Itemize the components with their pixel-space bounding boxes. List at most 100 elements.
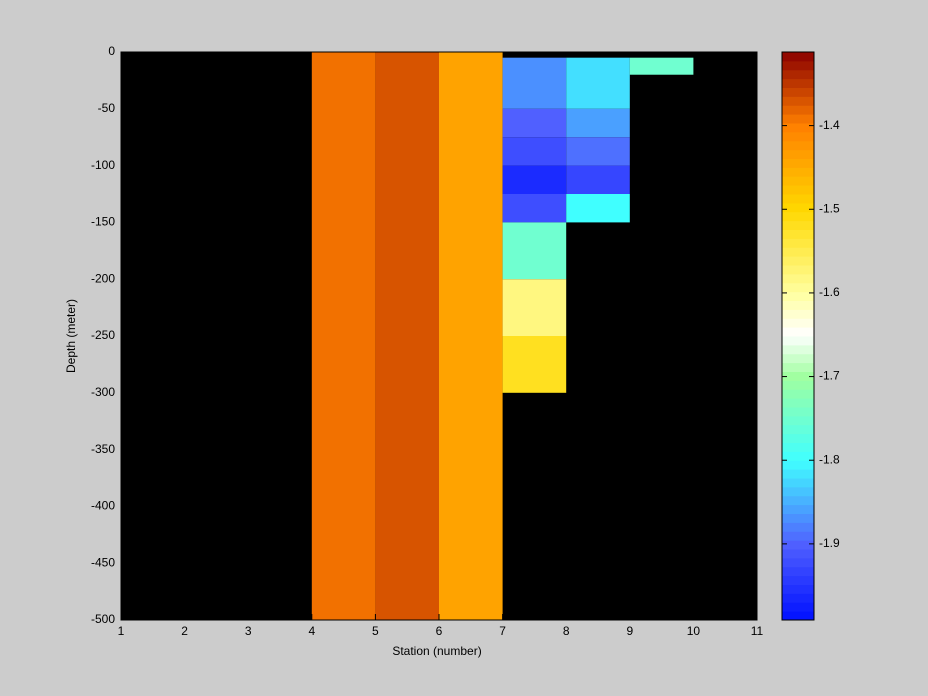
x-tick-label: 7 [499, 624, 506, 638]
colorbar-swatch [782, 176, 814, 186]
colorbar-swatch [782, 451, 814, 461]
colorbar-tick-label: -1.7 [819, 369, 840, 383]
heatmap-cell [566, 165, 630, 194]
colorbar-swatch [782, 540, 814, 550]
colorbar-swatch [782, 407, 814, 417]
y-tick-label: -250 [91, 328, 115, 342]
colorbar-swatch [782, 238, 814, 248]
colorbar-swatch [782, 362, 814, 372]
y-tick-label: -400 [91, 499, 115, 513]
colorbar-swatch [782, 424, 814, 435]
colorbar-swatch [782, 194, 814, 204]
colorbar-swatch [782, 531, 814, 541]
colorbar-tick-label: -1.8 [819, 452, 840, 466]
colorbar-tick-label: -1.9 [819, 536, 840, 550]
colorbar-swatch [782, 495, 814, 506]
colorbar-swatch [782, 336, 814, 346]
colorbar-swatch [782, 247, 814, 257]
colorbar-swatch [782, 220, 814, 230]
colorbar-swatch [782, 158, 814, 168]
heatmap-cell [629, 57, 694, 75]
heatmap-cell [502, 279, 567, 336]
colorbar-swatch [782, 398, 814, 408]
y-tick-label: -200 [91, 271, 115, 285]
colorbar-tick-label: -1.6 [819, 285, 840, 299]
colorbar-swatch [782, 123, 814, 133]
heatmap-cell [311, 52, 376, 620]
colorbar-swatch [782, 557, 814, 568]
y-tick-label: -350 [91, 442, 115, 456]
colorbar-swatch [782, 52, 814, 62]
x-tick-label: 4 [308, 624, 315, 638]
colorbar-swatch [782, 478, 814, 488]
colorbar-swatch [782, 584, 814, 594]
colorbar-swatch [782, 96, 814, 106]
y-tick-label: -100 [91, 158, 115, 172]
x-tick-label: 11 [751, 624, 764, 638]
colorbar-swatch [782, 114, 814, 124]
colorbar-swatch [782, 593, 814, 603]
heatmap-cell [502, 165, 567, 194]
colorbar-swatch [782, 265, 814, 275]
colorbar-tick-label: -1.4 [819, 118, 840, 132]
colorbar-tick-label: -1.5 [819, 201, 840, 215]
y-tick-label: -450 [91, 555, 115, 569]
heatmap-cell [502, 137, 567, 166]
colorbar-swatch [782, 60, 814, 71]
x-tick-label: 10 [687, 624, 701, 638]
colorbar-swatch [782, 282, 814, 293]
colorbar-swatch [782, 504, 814, 514]
x-axis-label: Station (number) [392, 644, 481, 658]
x-tick-label: 5 [372, 624, 379, 638]
colorbar-swatch [782, 273, 814, 284]
y-axis-label: Depth (meter) [64, 299, 78, 373]
colorbar-swatch [782, 309, 814, 319]
colorbar-swatch [782, 415, 814, 426]
colorbar-swatch [782, 433, 814, 443]
colorbar-swatch [782, 389, 814, 399]
colorbar-frame [781, 51, 815, 621]
y-tick-label: -500 [91, 612, 115, 626]
x-tick-label: 1 [118, 624, 125, 638]
colorbar-swatch [782, 353, 814, 364]
colorbar-swatch [782, 78, 814, 88]
y-tick-label: -150 [91, 215, 115, 229]
heatmap-cell [502, 194, 567, 223]
colorbar-swatch [782, 513, 814, 523]
colorbar-swatch [782, 185, 814, 195]
y-tick-label: 0 [108, 44, 115, 58]
colorbar-swatch [782, 442, 814, 452]
colorbar-swatch [782, 469, 814, 479]
colorbar-swatch [782, 371, 814, 381]
heatmap-cell [439, 52, 503, 620]
heatmap-cell [566, 194, 630, 223]
colorbar-swatch [782, 318, 814, 328]
colorbar-swatch [782, 522, 814, 532]
heatmap-cell [566, 137, 630, 166]
colorbar-swatch [782, 69, 814, 80]
x-tick-label: 6 [436, 624, 443, 638]
x-tick-label: 3 [245, 624, 252, 638]
x-tick-label: 9 [626, 624, 633, 638]
colorbar-swatch [782, 380, 814, 390]
colorbar-swatch [782, 131, 814, 142]
colorbar-swatch [782, 256, 814, 266]
heatmap-cell [375, 52, 439, 620]
colorbar-swatch [782, 87, 814, 97]
x-tick-label: 2 [181, 624, 188, 638]
colorbar-swatch [782, 602, 814, 612]
colorbar-swatch [782, 300, 814, 310]
colorbar-swatch [782, 611, 814, 621]
colorbar-swatch [782, 140, 814, 151]
colorbar-swatch [782, 211, 814, 222]
heatmap-cell [566, 57, 630, 109]
colorbar-swatch [782, 549, 814, 559]
colorbar-swatch [782, 344, 814, 355]
heatmap-cell [502, 336, 567, 393]
colorbar-swatch [782, 149, 814, 159]
y-tick-label: -300 [91, 385, 115, 399]
colorbar-swatch [782, 327, 814, 337]
colorbar-swatch [782, 575, 814, 585]
colorbar-swatch [782, 460, 814, 470]
